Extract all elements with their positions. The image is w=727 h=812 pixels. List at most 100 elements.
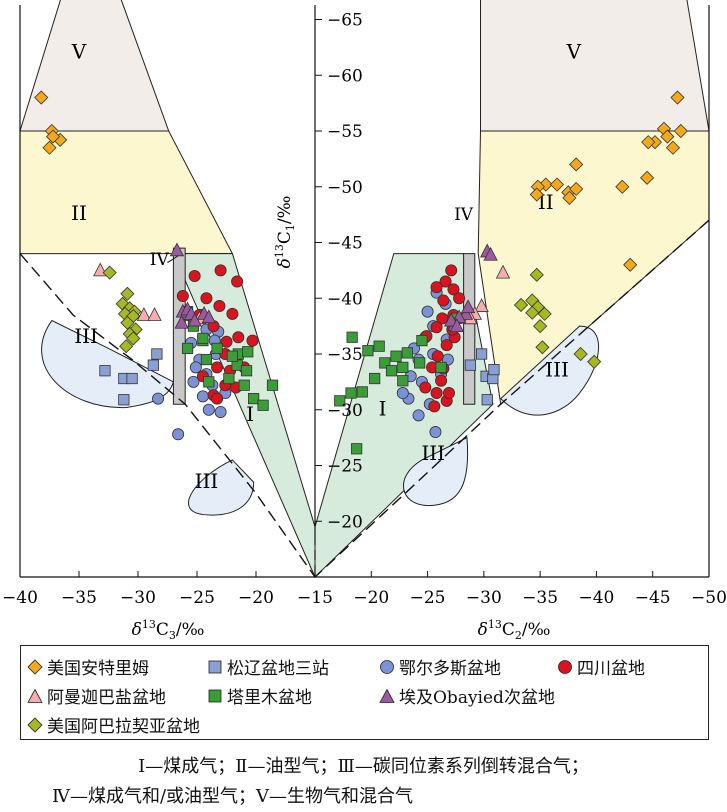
x-tick-label: −50 [691,588,727,608]
point-s6-left-7 [187,312,202,327]
point-s5-right-4 [390,350,402,362]
y-axis-title: δ13C1/‰ [273,196,297,269]
point-s3-right-16 [430,387,443,400]
legend-item-oman: 阿曼迦巴盐盆地 [27,683,166,708]
point-s0-right-4 [660,129,675,144]
point-s4-right-0 [495,264,511,279]
x-tick-label: −35 [522,588,558,608]
point-s3-right-14 [435,374,448,387]
x-tick-label: −30 [120,588,156,608]
x-tick-label: −20 [353,588,389,608]
point-s7-right-0 [529,267,544,282]
legend-label: 四川盆地 [577,659,645,679]
point-s6-right-6 [460,299,476,314]
point-s2-right-12 [396,387,409,400]
point-s5-left-5 [211,342,223,355]
legend-label: 松辽盆地三站 [227,659,329,679]
point-s3-right-2 [447,283,460,296]
point-s5-right-15 [435,361,447,373]
point-s0-right-17 [623,257,638,272]
point-s5-left-12 [266,379,279,391]
legend-label: 埃及Obayied次盆地 [399,688,555,708]
point-s3-left-5 [200,292,213,305]
left-region-label: II [71,201,87,225]
x-tick-label: −25 [179,588,215,608]
point-s6-left-3 [174,314,189,329]
point-s6-right-7 [449,318,464,333]
point-s0-left-4 [45,129,61,144]
y-tick-label: −65 [327,11,363,31]
point-s7-right-5 [537,306,552,321]
point-s4-left-1 [136,307,152,321]
x-tick-label: −45 [635,588,671,608]
point-s7-right-7 [535,340,550,355]
point-s0-right-0 [670,90,685,105]
point-s3-right-1 [439,275,452,288]
point-s2-left-0 [172,428,185,441]
point-s3-right-11 [431,350,444,363]
point-s2-right-13 [421,305,434,318]
point-s3-left-17 [246,334,259,347]
point-s5-left-13 [257,399,269,411]
legend-label: 阿曼迦巴盐盆地 [47,688,166,708]
right-x-axis-title: δ13C2/‰ [478,618,551,640]
point-s7-right-9 [587,354,602,369]
point-s1-right-0 [464,359,476,371]
right-region-IV [463,253,476,405]
left-iv-pointer [167,255,179,263]
point-s3-left-9 [232,331,245,344]
point-s1-right-1 [476,348,488,360]
point-s0-right-10 [549,177,565,192]
point-s2-left-9 [152,392,165,405]
point-s2-left-4 [187,375,200,388]
point-s3-right-3 [430,281,443,294]
point-s0-right-12 [569,181,584,197]
right-region-label: IV [454,205,474,225]
point-s3-right-18 [428,400,441,413]
point-s0-right-6 [665,140,681,155]
point-s7-right-1 [513,297,529,313]
legend-item-ordos: 鄂尔多斯盆地 [379,654,501,679]
point-s0-right-2 [673,123,688,139]
point-s0-right-5 [641,135,656,150]
point-s5-right-1 [362,345,374,357]
point-s5-left-8 [240,365,253,377]
point-s3-left-20 [220,335,233,348]
point-s5-right-5 [385,365,398,377]
axes: −40 −35 −30 −25 −20 −15 −20 −25 −30 −35 −40 −45 −50−… [2,5,727,640]
point-s1-right-5 [481,394,493,406]
point-s5-left-9 [223,372,235,385]
point-s7-left-0 [102,265,117,280]
point-s7-left-1 [120,286,135,301]
legend-item-tarim: 塔里木盆地 [207,683,312,708]
point-s0-right-7 [569,157,584,172]
point-s0-right-16 [640,170,655,185]
y-tick-label: −25 [327,457,363,477]
point-s7-left-10 [119,339,134,354]
point-s5-left-14 [203,376,215,388]
point-s0-right-13 [562,190,577,205]
left-region-label: III [195,469,219,493]
y-tick-label: −40 [327,289,363,309]
x-tick-label: −35 [61,588,97,608]
left-region-label: V [71,40,87,64]
point-s3-left-13 [211,361,224,374]
left-x-axis-title: δ13C3/‰ [132,618,205,640]
point-s5-right-2 [373,340,385,352]
point-s5-right-11 [356,386,368,398]
y-tick-label: −35 [327,345,363,365]
point-s2-left-13 [189,361,202,374]
point-s5-left-11 [248,392,260,405]
point-s5-right-13 [334,395,346,407]
point-s5-left-15 [197,332,209,344]
y-tick-label: −60 [327,66,363,86]
point-s3-right-19 [442,387,455,400]
point-s3-left-2 [231,275,244,288]
left-region-III-lower [188,459,255,516]
x-tick-label: −15 [297,588,333,608]
point-s5-right-14 [351,443,363,455]
x-tick-label: −40 [2,588,38,608]
point-s2-right-6 [412,409,425,422]
point-s3-right-8 [430,321,443,334]
